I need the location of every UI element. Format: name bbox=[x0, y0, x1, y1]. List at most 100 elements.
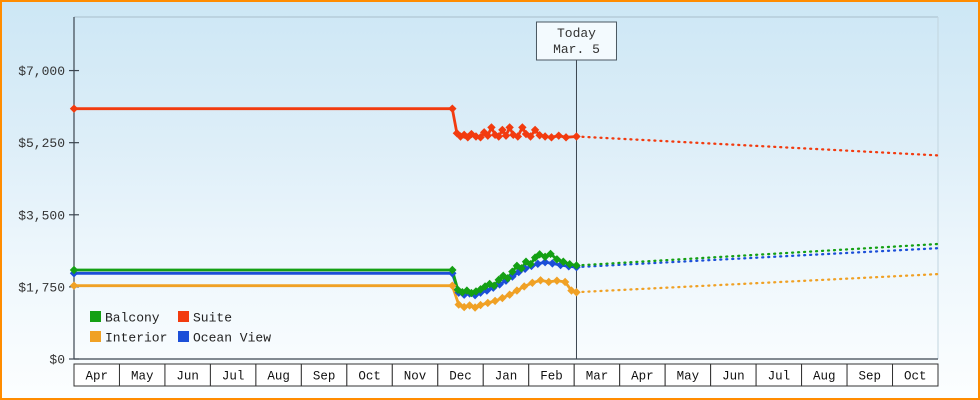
data-point-marker bbox=[565, 260, 574, 269]
legend-label-balcony: Balcony bbox=[105, 311, 160, 326]
series-interior-projection bbox=[575, 272, 940, 294]
data-point-marker bbox=[540, 257, 550, 267]
x-axis-month-label: Oct bbox=[904, 370, 927, 384]
data-point-marker bbox=[535, 131, 544, 140]
data-point-marker bbox=[483, 298, 493, 308]
x-axis-month-label: Jul bbox=[768, 370, 791, 384]
data-point-marker bbox=[528, 278, 537, 287]
data-point-marker bbox=[536, 276, 545, 285]
legend-label-ocean-view: Ocean View bbox=[193, 331, 271, 346]
data-point-marker bbox=[572, 288, 581, 297]
data-point-marker bbox=[548, 259, 557, 268]
y-axis-tick-label: $7,000 bbox=[18, 64, 65, 79]
x-axis-month-label: Apr bbox=[631, 370, 654, 384]
data-point-marker bbox=[501, 131, 511, 140]
y-axis-tick-label: $0 bbox=[49, 353, 65, 368]
data-point-marker bbox=[514, 267, 523, 277]
data-point-marker bbox=[517, 264, 526, 273]
data-point-marker bbox=[489, 281, 499, 290]
data-point-marker bbox=[519, 282, 529, 291]
data-point-marker bbox=[448, 281, 457, 290]
data-point-marker bbox=[498, 125, 507, 135]
data-point-marker bbox=[540, 252, 550, 262]
data-point-marker bbox=[552, 276, 562, 285]
x-axis-month-label: Jan bbox=[495, 370, 518, 384]
data-point-marker bbox=[512, 286, 522, 295]
data-point-marker bbox=[526, 132, 535, 141]
legend-swatch-balcony bbox=[90, 311, 101, 322]
legend-item-ocean-view: Ocean View bbox=[178, 331, 271, 346]
y-axis-tick-label: $1,750 bbox=[18, 280, 65, 295]
data-point-marker bbox=[448, 265, 457, 275]
today-label-box bbox=[535, 21, 617, 61]
data-point-marker bbox=[561, 133, 571, 142]
x-axis-month-label: Nov bbox=[404, 370, 427, 384]
legend-swatch-suite bbox=[178, 311, 189, 322]
today-label-line2: Mar. 5 bbox=[553, 42, 600, 57]
x-axis-month-label: May bbox=[677, 370, 700, 384]
data-point-marker bbox=[540, 132, 550, 141]
series-suite-line bbox=[74, 107, 577, 139]
x-axis-month-label: Jun bbox=[722, 370, 745, 384]
data-point-marker bbox=[533, 259, 543, 269]
data-point-marker bbox=[508, 267, 517, 276]
data-point-marker bbox=[476, 133, 485, 142]
data-point-marker bbox=[503, 274, 513, 283]
data-point-marker bbox=[487, 123, 496, 132]
data-point-marker bbox=[476, 300, 485, 310]
x-axis-month-label: Apr bbox=[85, 370, 108, 384]
series-interior-markers bbox=[69, 276, 581, 312]
data-point-marker bbox=[572, 132, 581, 141]
data-point-marker bbox=[572, 261, 581, 270]
x-axis-month-label: Oct bbox=[358, 370, 381, 384]
x-axis-month-label: Aug bbox=[267, 370, 290, 384]
legend-label-suite: Suite bbox=[193, 311, 232, 326]
legend-item-balcony: Balcony bbox=[90, 311, 160, 326]
data-point-marker bbox=[69, 265, 79, 275]
data-point-marker bbox=[546, 249, 555, 259]
data-point-marker bbox=[530, 125, 540, 135]
data-point-marker bbox=[69, 104, 79, 113]
legend-swatch-ocean-view bbox=[178, 331, 189, 342]
x-axis-month-label: Feb bbox=[540, 370, 563, 384]
x-axis-month-label: Sep bbox=[313, 370, 336, 384]
x-axis-month-label: Jul bbox=[222, 370, 245, 384]
data-point-marker bbox=[483, 131, 493, 140]
series-balcony-markers bbox=[69, 249, 581, 298]
data-point-marker bbox=[69, 281, 79, 290]
x-axis-month-label: Sep bbox=[859, 370, 882, 384]
x-axis-month-label: Aug bbox=[813, 370, 836, 384]
data-point-marker bbox=[448, 104, 457, 113]
y-axis-tick-label: $3,500 bbox=[18, 208, 65, 223]
data-point-marker bbox=[494, 275, 503, 285]
series-suite-projection bbox=[575, 135, 940, 157]
data-point-marker bbox=[554, 131, 563, 140]
legend-swatch-interior bbox=[90, 331, 101, 342]
data-point-marker bbox=[505, 123, 514, 132]
x-axis-month-label: May bbox=[131, 370, 154, 384]
data-point-marker bbox=[494, 132, 503, 141]
legend-label-interior: Interior bbox=[105, 331, 167, 346]
data-point-marker bbox=[490, 296, 500, 306]
series-suite-markers bbox=[69, 104, 581, 142]
data-point-marker bbox=[505, 290, 514, 299]
x-axis-month-label: Mar bbox=[586, 370, 609, 384]
legend-item-suite: Suite bbox=[178, 311, 232, 326]
today-label-line1: Today bbox=[557, 26, 596, 41]
legend-item-interior: Interior bbox=[90, 331, 167, 346]
data-point-marker bbox=[498, 293, 507, 303]
data-point-marker bbox=[552, 255, 562, 264]
data-point-marker bbox=[518, 123, 527, 132]
data-point-marker bbox=[513, 132, 523, 141]
data-point-marker bbox=[547, 133, 556, 142]
x-axis-month-label: Dec bbox=[449, 370, 472, 384]
data-point-marker bbox=[526, 260, 535, 269]
x-axis-month-label: Jun bbox=[176, 370, 199, 384]
y-axis-tick-label: $5,250 bbox=[18, 136, 65, 151]
data-point-marker bbox=[509, 130, 518, 140]
data-point-marker bbox=[560, 277, 570, 287]
x-axis-month-cell bbox=[892, 363, 939, 387]
data-point-marker bbox=[556, 260, 565, 270]
data-point-marker bbox=[544, 277, 553, 287]
